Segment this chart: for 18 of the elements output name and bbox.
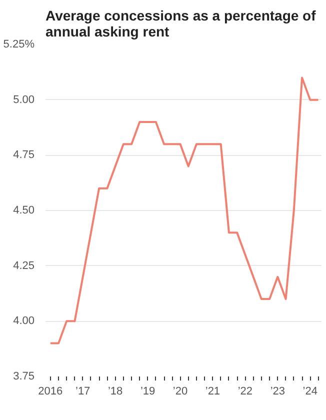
x-tick-label: ’20	[172, 386, 188, 398]
x-tick-label: ’21	[205, 386, 220, 398]
x-tick-label: ’18	[108, 386, 123, 398]
y-tick-label: 4.50	[13, 204, 35, 216]
x-tick-label: 2016	[38, 386, 63, 398]
y-tick-label: 5.00	[13, 94, 35, 106]
x-tick-label: ’19	[140, 386, 156, 398]
y-tick-label: 4.25	[13, 260, 35, 272]
chart-title: Average concessions as a percentage of annual asking rent	[46, 8, 316, 40]
y-tick-label: 4.75	[13, 149, 35, 162]
line-series	[49, 76, 320, 344]
y-tick-label: 4.00	[13, 315, 35, 328]
x-tick-label: ’24	[302, 386, 318, 398]
x-tick-label: ’23	[270, 386, 286, 398]
x-tick-label: ’22	[238, 386, 253, 398]
y-tick-label: 3.75	[13, 370, 35, 382]
y-tick-label: 5.25%	[3, 38, 35, 50]
x-tick-label: ’17	[76, 386, 90, 398]
